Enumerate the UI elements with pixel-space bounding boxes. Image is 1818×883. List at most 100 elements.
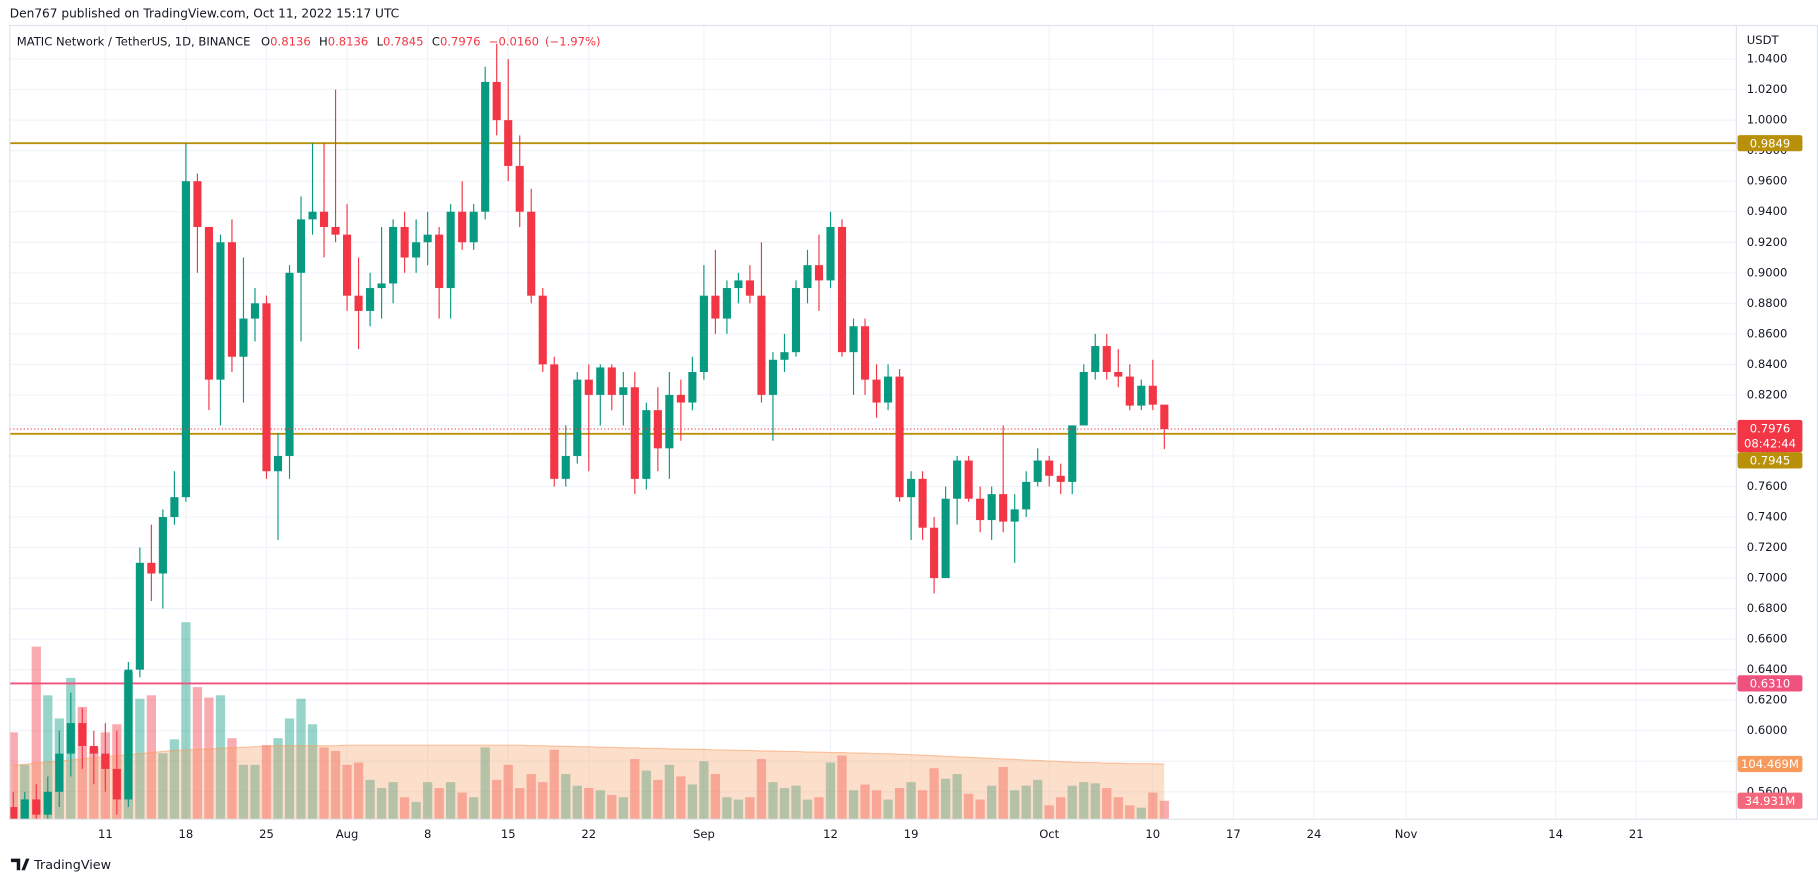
volume-bar	[618, 797, 628, 820]
volume-bar	[9, 732, 18, 820]
x-tick-label: Aug	[336, 827, 359, 841]
volume-bar	[526, 774, 536, 820]
x-tick-label: 25	[259, 827, 274, 841]
candle-body	[181, 181, 190, 498]
y-tick-label: 0.8800	[1747, 296, 1788, 310]
candle-body	[101, 753, 110, 769]
volume-bar	[480, 747, 490, 820]
candle-body	[941, 498, 950, 579]
volume-bar	[733, 799, 744, 820]
last-price-box	[1737, 419, 1803, 453]
candle-body	[1033, 460, 1042, 482]
candle-body	[653, 410, 662, 449]
candle-body	[1091, 346, 1100, 373]
volume-bar	[307, 724, 318, 820]
y-tick-label: 0.9200	[1747, 235, 1788, 249]
volume-bar	[399, 797, 410, 820]
y-tick-label: 1.0200	[1747, 82, 1788, 96]
legend-symbol: MATIC Network / TetherUS, 1D, BINANCE	[17, 34, 251, 48]
volume-bar	[699, 761, 709, 820]
volume-ma-label-text: 104.469M	[1741, 757, 1799, 771]
volume-bar	[296, 698, 306, 820]
y-tick-label: 0.6800	[1747, 601, 1788, 615]
volume-bar	[791, 785, 801, 820]
candle-body	[515, 165, 524, 212]
candle-body	[826, 226, 835, 281]
x-tick-label: 12	[823, 827, 838, 841]
volume-bar	[261, 745, 272, 820]
candle-body	[469, 211, 478, 243]
volume-bar	[411, 801, 421, 820]
candle-body	[619, 387, 628, 395]
candle-body	[538, 295, 547, 365]
last-price-text: 0.7976	[1750, 422, 1791, 436]
y-tick-label: 0.7600	[1747, 479, 1788, 493]
volume-bar	[158, 753, 168, 820]
volume-bar	[987, 785, 997, 820]
candle-body	[584, 379, 593, 395]
price-line-label-text: 0.9849	[1750, 136, 1791, 150]
volume-bar	[607, 794, 617, 820]
volume-bar	[837, 755, 847, 820]
candle-body	[1056, 475, 1065, 482]
candle-body	[319, 211, 329, 227]
candle-body	[734, 280, 743, 289]
price-line-label-box	[1737, 135, 1803, 152]
candle-body	[953, 460, 962, 499]
countdown-text: 08:42:44	[1744, 437, 1796, 451]
volume-bar	[917, 790, 928, 820]
candle-body	[412, 242, 421, 258]
volume-bar	[238, 764, 249, 820]
candle-body	[1148, 385, 1157, 405]
legend-change: −0.0160	[489, 34, 539, 48]
volume-bar	[848, 790, 859, 820]
legend: MATIC Network / TetherUS, 1D, BINANCE O0…	[17, 34, 601, 48]
volume-bar	[365, 779, 375, 820]
x-tick-label: 24	[1307, 827, 1322, 841]
candle-body	[1045, 460, 1054, 476]
candle-body	[757, 295, 766, 395]
candle-body	[711, 295, 720, 319]
candle-body	[607, 367, 616, 395]
volume-bar	[146, 695, 157, 820]
volume-bar	[572, 785, 582, 820]
currency-label: USDT	[1747, 33, 1780, 47]
price-line-label-text: 0.7945	[1750, 453, 1791, 467]
y-tick-label: 0.7000	[1747, 571, 1788, 585]
volume-bar	[1010, 790, 1020, 820]
candle-body	[158, 517, 167, 574]
candle-body	[849, 326, 858, 353]
candle-body	[170, 497, 179, 518]
volume-bar	[722, 797, 732, 820]
volume-bar	[330, 750, 341, 820]
candle-body	[492, 81, 501, 121]
volume-bar	[215, 695, 226, 820]
volume-bar	[273, 738, 283, 820]
candle-body	[964, 460, 973, 499]
volume-bar	[952, 774, 962, 820]
legend-close-key: C	[432, 34, 440, 48]
volume-bar	[319, 747, 329, 820]
plot-area	[9, 25, 1737, 820]
legend-open: 0.8136	[270, 34, 311, 48]
volume-bar	[376, 787, 387, 820]
y-tick-label: 0.9600	[1747, 174, 1788, 188]
candle-body	[665, 394, 674, 449]
volume-bar	[561, 774, 571, 820]
volume-bar	[204, 697, 214, 820]
candle-body	[837, 226, 847, 353]
volume-bar	[768, 782, 778, 820]
volume-ma-label-box	[1737, 755, 1803, 773]
volume-bar	[135, 698, 145, 820]
candle-body	[55, 753, 64, 792]
legend-open-key: O	[261, 34, 270, 48]
candle-body	[803, 265, 812, 289]
candle-body	[630, 387, 639, 479]
candle-body	[527, 211, 536, 296]
volume-bar	[192, 687, 203, 820]
candle-body	[66, 723, 75, 754]
candle-body	[377, 283, 386, 289]
brand-name: TradingView	[33, 858, 111, 873]
legend-low-key: L	[377, 34, 384, 48]
candle-body	[987, 494, 996, 521]
